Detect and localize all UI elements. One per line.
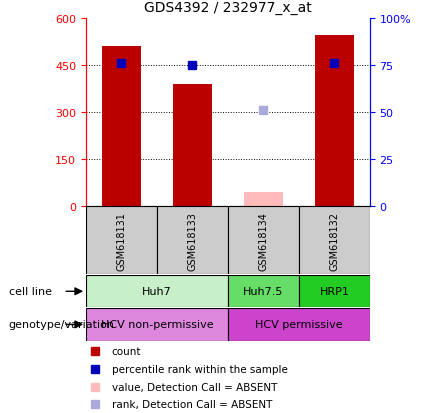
Bar bbox=[173, 84, 212, 206]
Bar bbox=[102, 47, 141, 207]
Text: GSM618134: GSM618134 bbox=[258, 211, 268, 270]
Text: Huh7.5: Huh7.5 bbox=[243, 287, 283, 297]
Bar bbox=[228, 309, 370, 341]
Text: rank, Detection Call = ABSENT: rank, Detection Call = ABSENT bbox=[111, 399, 272, 409]
Bar bbox=[228, 275, 299, 308]
Text: count: count bbox=[111, 347, 141, 356]
Bar bbox=[157, 206, 228, 275]
Text: HRP1: HRP1 bbox=[319, 287, 349, 297]
Bar bbox=[86, 206, 157, 275]
Text: GSM618132: GSM618132 bbox=[329, 211, 339, 270]
Text: genotype/variation: genotype/variation bbox=[9, 320, 115, 330]
Bar bbox=[86, 309, 228, 341]
Text: Huh7: Huh7 bbox=[142, 287, 172, 297]
Text: cell line: cell line bbox=[9, 287, 52, 297]
Bar bbox=[299, 206, 370, 275]
Text: GSM618131: GSM618131 bbox=[117, 211, 126, 270]
Bar bbox=[86, 275, 228, 308]
Text: value, Detection Call = ABSENT: value, Detection Call = ABSENT bbox=[111, 382, 277, 392]
Text: HCV non-permissive: HCV non-permissive bbox=[101, 320, 213, 330]
Bar bbox=[244, 192, 283, 206]
Bar bbox=[299, 275, 370, 308]
Title: GDS4392 / 232977_x_at: GDS4392 / 232977_x_at bbox=[144, 1, 312, 15]
Text: GSM618133: GSM618133 bbox=[187, 211, 197, 270]
Text: percentile rank within the sample: percentile rank within the sample bbox=[111, 364, 287, 374]
Text: HCV permissive: HCV permissive bbox=[255, 320, 343, 330]
Bar bbox=[315, 36, 354, 206]
Bar bbox=[228, 206, 299, 275]
